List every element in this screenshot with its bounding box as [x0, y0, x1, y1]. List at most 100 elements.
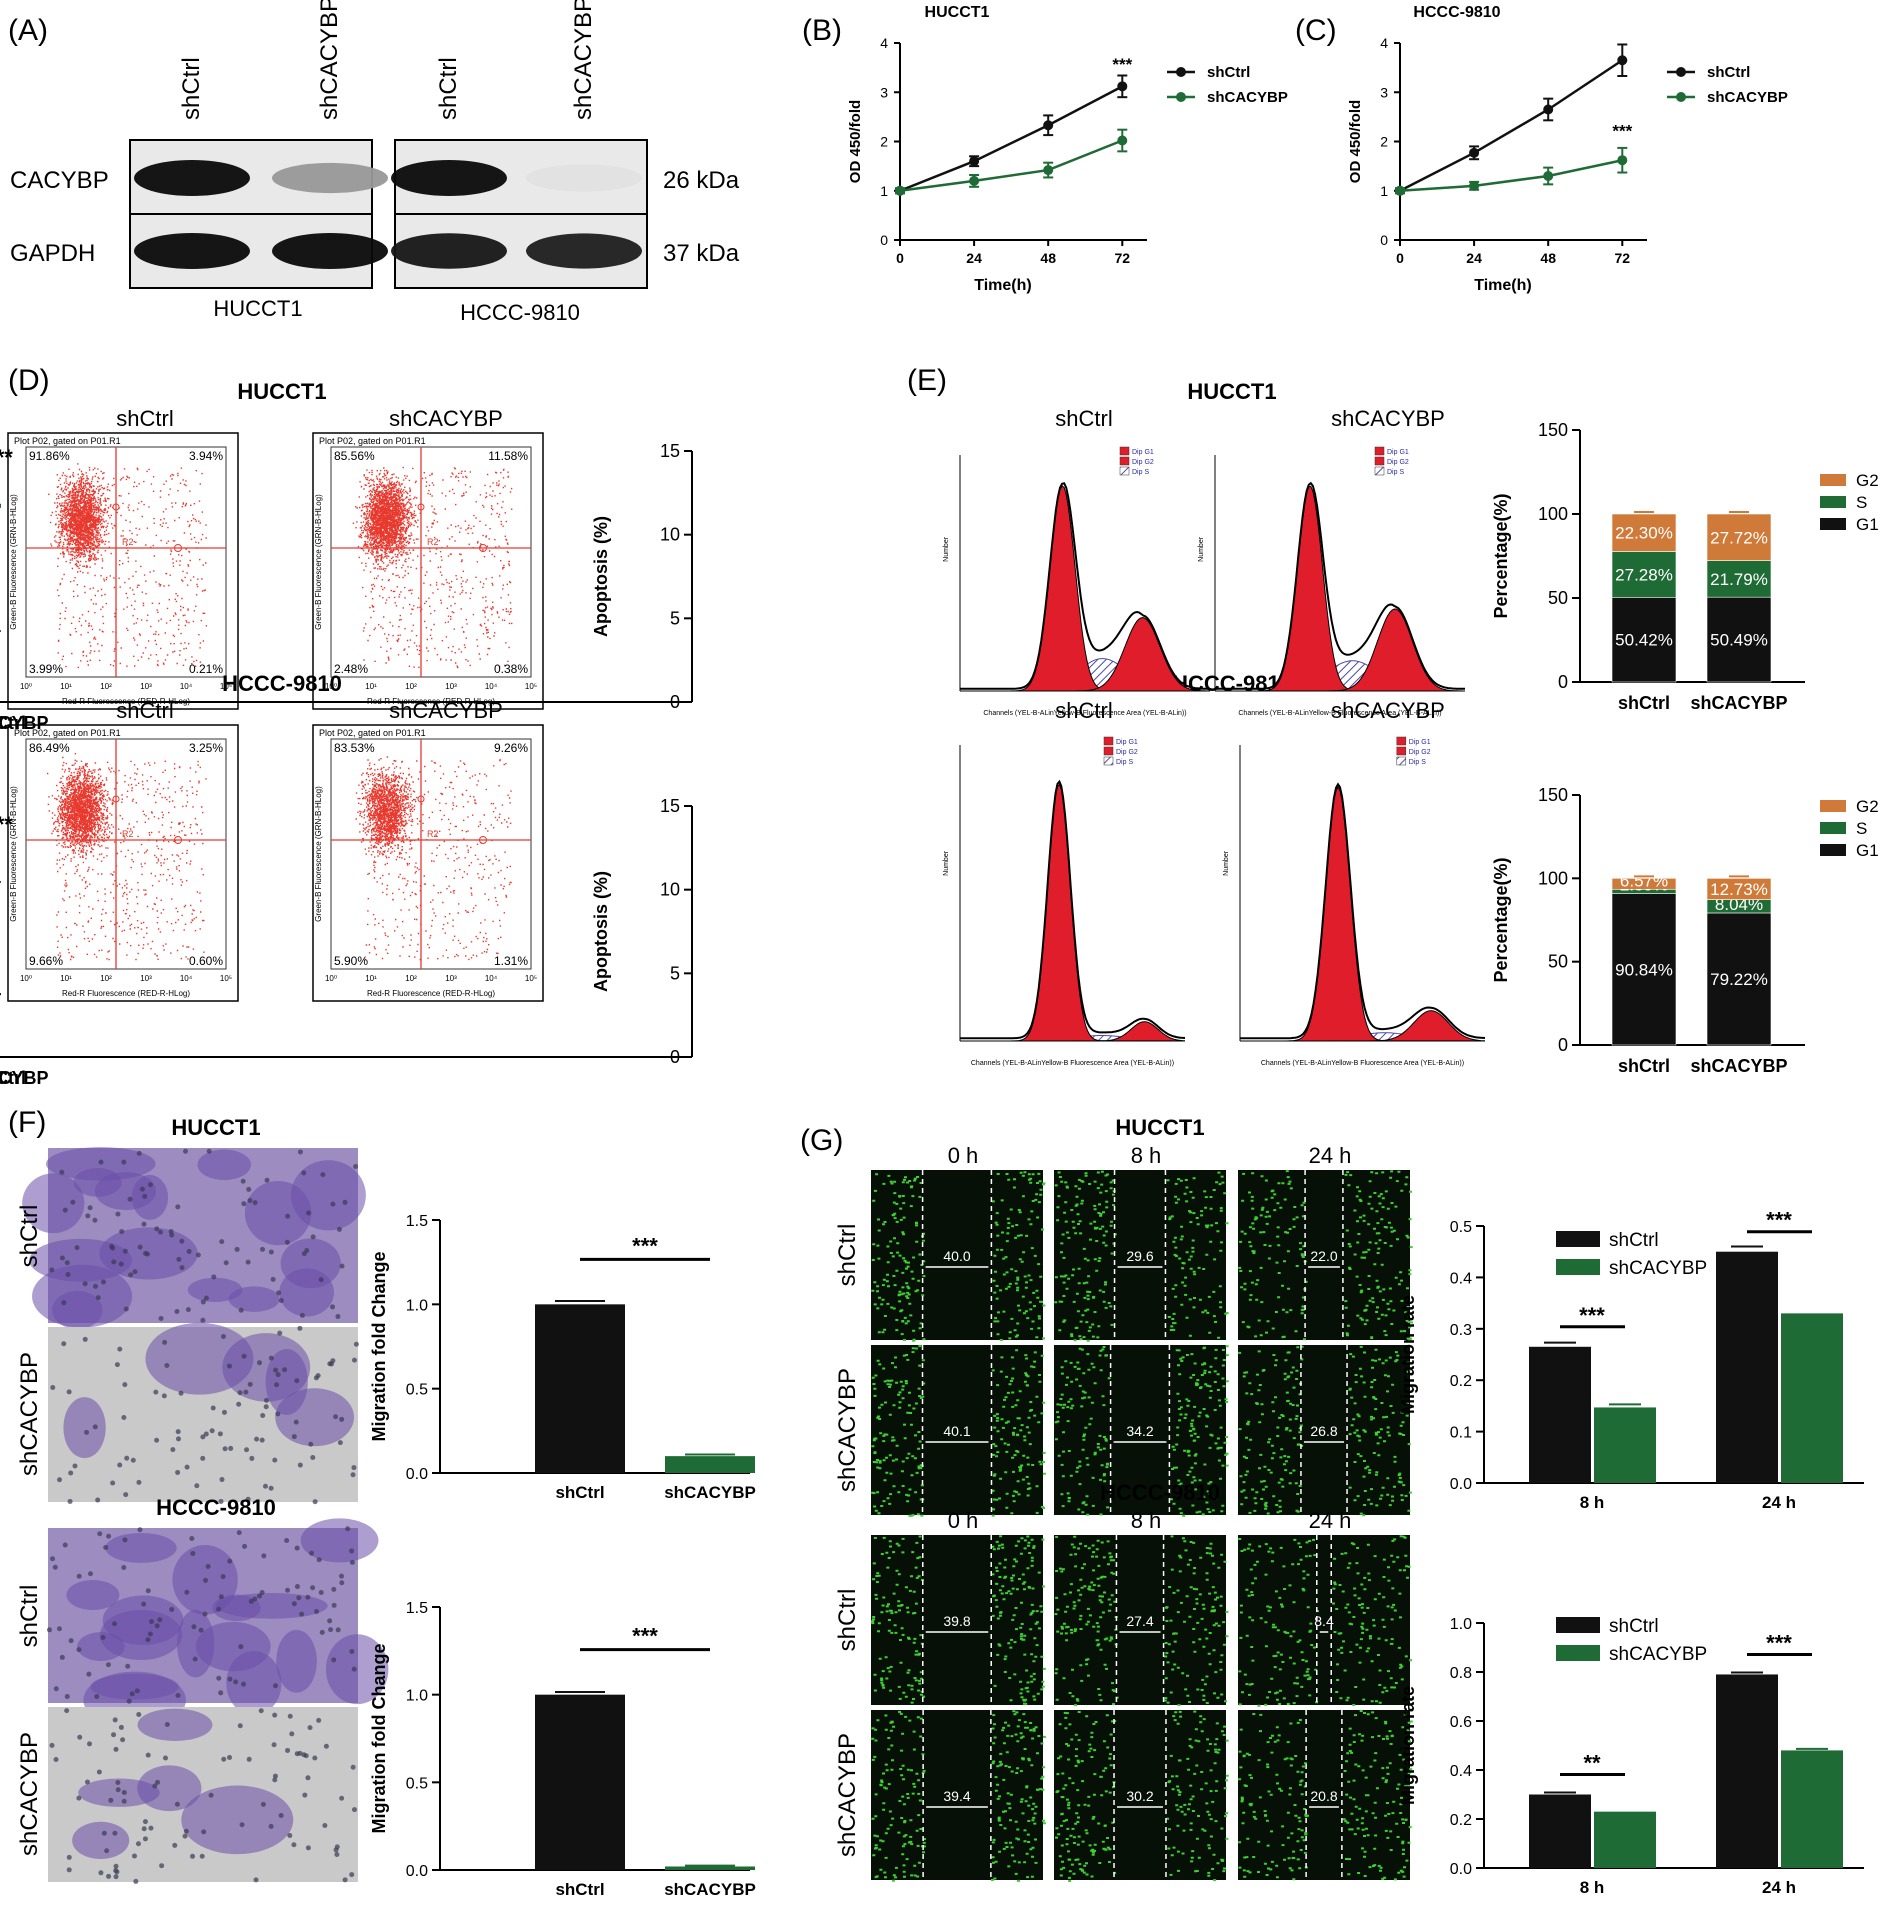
membrane-pore: [220, 1574, 226, 1580]
g1-y-tick-label: 0.3: [1450, 1322, 1472, 1339]
membrane-pore: [268, 1823, 274, 1829]
f2-y-axis-label: Migration fold Change: [369, 1644, 389, 1834]
membrane-pore: [203, 1295, 209, 1301]
membrane-pore: [245, 1496, 251, 1502]
membrane-pore: [185, 1307, 191, 1313]
legend-label: shCACYBP: [1207, 89, 1288, 106]
membrane-pore: [175, 1436, 181, 1442]
blot-strip: [129, 139, 388, 217]
membrane-pore: [339, 1573, 345, 1579]
membrane-pore: [310, 1455, 316, 1461]
quadrant-percent: 83.53%: [334, 741, 375, 755]
stained-cell-cluster: [22, 1173, 85, 1234]
membrane-pore: [274, 1382, 280, 1388]
membrane-pore: [247, 1198, 253, 1204]
legend-swatch: [1820, 496, 1846, 508]
membrane-pore: [53, 1686, 59, 1692]
bar: [665, 1866, 755, 1870]
legend-swatch: [1103, 736, 1114, 746]
y-tick-label: 1: [880, 183, 888, 199]
membrane-pore: [61, 1300, 67, 1306]
gate-label: R2: [122, 829, 134, 839]
g2-y-tick-label: 0.2: [1450, 1812, 1472, 1829]
x-tick-label: 10⁴: [485, 682, 498, 691]
legend-marker: [1176, 67, 1186, 77]
event-dots: [355, 756, 512, 961]
stacked-bar-E1: 50.42% 27.28% 22.30% shCtrl 50.49% 21.79% 27.7…: [1580, 471, 1879, 713]
membrane-pore: [200, 1299, 206, 1305]
membrane-pore: [270, 1276, 276, 1282]
membrane-pore: [155, 1779, 161, 1785]
y-axis-label: Number: [943, 536, 950, 562]
membrane-pore: [131, 1853, 137, 1859]
g2-y-tick-label: 0.0: [1450, 1861, 1472, 1878]
membrane-pore: [127, 1196, 133, 1202]
membrane-pore: [49, 1267, 55, 1273]
membrane-pore: [192, 1656, 198, 1662]
membrane-pore: [323, 1743, 329, 1749]
x-tick-label: shCtrl: [1618, 1056, 1670, 1076]
legend-swatch: [1556, 1617, 1600, 1633]
membrane-pore: [110, 1480, 116, 1486]
membrane-pore: [218, 1690, 224, 1696]
x-tick-label: 10⁴: [180, 682, 193, 691]
scratch-image: 22.0: [1238, 1170, 1413, 1341]
quadrant-percent: 0.60%: [189, 954, 223, 968]
membrane-pore: [106, 1873, 112, 1879]
plot-area: [25, 738, 227, 970]
membrane-pore: [112, 1830, 118, 1836]
x-tick-label: shCtrl: [0, 713, 26, 733]
group-label: shCtrl: [116, 406, 173, 431]
membrane-pore: [257, 1593, 263, 1599]
membrane-pore: [262, 1483, 268, 1489]
membrane-pore: [62, 1207, 68, 1213]
membrane-pore: [272, 1457, 278, 1463]
transwell-micrograph: [22, 1147, 366, 1330]
membrane-pore: [112, 1621, 118, 1627]
plot-area: [330, 738, 532, 970]
membrane-pore: [208, 1792, 214, 1798]
membrane-pore: [113, 1746, 119, 1752]
bar: [1529, 1794, 1591, 1868]
blot-band: [391, 233, 507, 269]
membrane-pore: [179, 1265, 185, 1271]
membrane-pore: [184, 1589, 190, 1595]
membrane-pore: [339, 1580, 345, 1586]
stained-cell-cluster: [244, 1180, 312, 1246]
membrane-pore: [103, 1544, 109, 1550]
quadrant-percent: 0.21%: [189, 662, 223, 676]
x-tick-label: 10⁵: [220, 682, 232, 691]
legend-marker: [1676, 92, 1686, 102]
legend-label: shCtrl: [1207, 64, 1250, 81]
membrane-pore: [119, 1229, 125, 1235]
cell-line-title: HCCC-9810: [1172, 671, 1292, 696]
cell-fluorescence: [871, 1710, 1046, 1882]
membrane-pore: [201, 1829, 207, 1835]
membrane-pore: [285, 1587, 291, 1593]
membrane-pore: [191, 1624, 197, 1630]
membrane-pore: [104, 1848, 110, 1854]
membrane-pore: [312, 1499, 318, 1505]
membrane-pore: [210, 1405, 216, 1411]
membrane-pore: [291, 1434, 297, 1440]
d1-y-tick-label: 5: [670, 608, 680, 628]
stained-cell-cluster: [29, 1238, 133, 1282]
membrane-pore: [46, 1627, 52, 1633]
g1-y-tick-label: 0.4: [1450, 1270, 1472, 1287]
blot-lane-label: shCtrl: [435, 57, 462, 120]
membrane-pore: [172, 1842, 178, 1848]
stained-cell-cluster: [226, 1651, 282, 1716]
f1-y-tick-label: 0.5: [406, 1382, 428, 1399]
cell-fluorescence: [1054, 1345, 1229, 1517]
significance-label: ***: [1766, 1630, 1792, 1655]
membrane-pore: [203, 1431, 209, 1437]
quadrant-percent: 3.25%: [189, 741, 223, 755]
membrane-pore: [297, 1750, 303, 1756]
data-point: [895, 185, 905, 196]
membrane-pore: [111, 1732, 117, 1738]
plot-title: Plot P02, gated on P01.R1: [14, 436, 121, 446]
membrane-pore: [115, 1211, 121, 1217]
f1-y-axis-label: Migration fold Change: [369, 1252, 389, 1442]
d1-y-tick-label: 15: [660, 441, 680, 461]
membrane-pore: [74, 1245, 80, 1251]
